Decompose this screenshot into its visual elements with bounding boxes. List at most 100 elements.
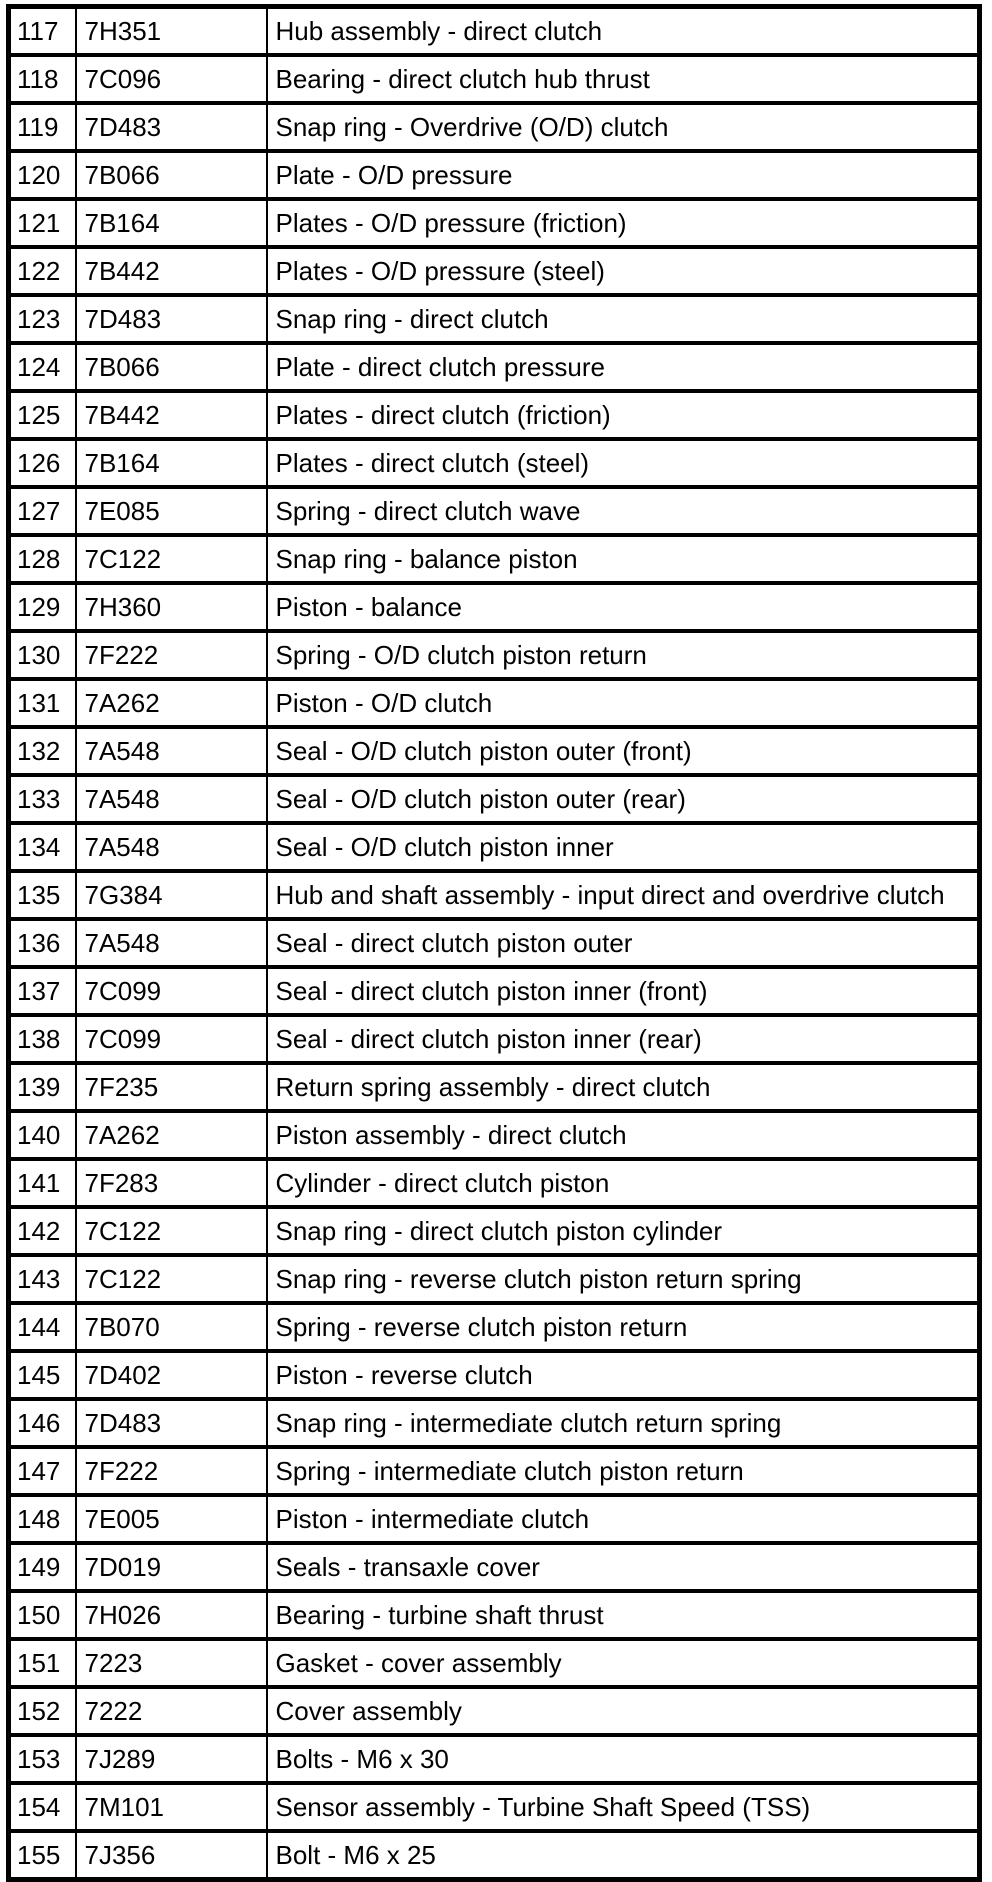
part-number-cell: 7D019 [74, 1541, 268, 1593]
item-number-cell: 149 [7, 1541, 77, 1593]
description-cell: Snap ring - reverse clutch piston return… [265, 1253, 981, 1305]
item-number-cell: 117 [7, 4, 77, 57]
table-row: 137 7C099 Seal - direct clutch piston inne… [7, 965, 981, 1017]
table-row: 133 7A548 Seal - O/D clutch piston outer (… [7, 773, 981, 825]
description-cell: Piston - O/D clutch [265, 677, 981, 729]
table-row: 138 7C099 Seal - direct clutch piston inne… [7, 1013, 981, 1065]
item-number-cell: 125 [7, 389, 77, 441]
item-number-cell: 134 [7, 821, 77, 873]
table-row: 152 7222 Cover assembly [7, 1685, 981, 1737]
table-row: 124 7B066 Plate - direct clutch pressure [7, 341, 981, 393]
description-cell: Plates - direct clutch (friction) [265, 389, 981, 441]
description-cell: Seal - O/D clutch piston outer (front) [265, 725, 981, 777]
table-row: 134 7A548 Seal - O/D clutch piston inner [7, 821, 981, 873]
item-number-cell: 133 [7, 773, 77, 825]
part-number-cell: 7A262 [74, 1109, 268, 1161]
item-number-cell: 127 [7, 485, 77, 537]
table-row: 148 7E005 Piston - intermediate clutch [7, 1493, 981, 1545]
item-number-cell: 141 [7, 1157, 77, 1209]
item-number-cell: 118 [7, 53, 77, 105]
table-row: 136 7A548 Seal - direct clutch piston oute… [7, 917, 981, 969]
part-number-cell: 7F222 [74, 1445, 268, 1497]
item-number-cell: 138 [7, 1013, 77, 1065]
part-number-cell: 7D402 [74, 1349, 268, 1401]
description-cell: Spring - direct clutch wave [265, 485, 981, 537]
item-number-cell: 121 [7, 197, 77, 249]
description-cell: Piston - balance [265, 581, 981, 633]
table-row: 120 7B066 Plate - O/D pressure [7, 149, 981, 201]
table-row: 130 7F222 Spring - O/D clutch piston retur… [7, 629, 981, 681]
item-number-cell: 145 [7, 1349, 77, 1401]
description-cell: Cover assembly [265, 1685, 981, 1737]
part-number-cell: 7A548 [74, 821, 268, 873]
item-number-cell: 137 [7, 965, 77, 1017]
table-row: 135 7G384 Hub and shaft assembly - input d… [7, 869, 981, 921]
table-row: 151 7223 Gasket - cover assembly [7, 1637, 981, 1689]
table-row: 129 7H360 Piston - balance [7, 581, 981, 633]
item-number-cell: 126 [7, 437, 77, 489]
table-row: 125 7B442 Plates - direct clutch (friction… [7, 389, 981, 441]
item-number-cell: 144 [7, 1301, 77, 1353]
item-number-cell: 147 [7, 1445, 77, 1497]
description-cell: Seal - O/D clutch piston inner [265, 821, 981, 873]
table-row: 143 7C122 Snap ring - reverse clutch pisto… [7, 1253, 981, 1305]
part-number-cell: 7F235 [74, 1061, 268, 1113]
description-cell: Seal - direct clutch piston outer [265, 917, 981, 969]
description-cell: Seal - O/D clutch piston outer (rear) [265, 773, 981, 825]
description-cell: Gasket - cover assembly [265, 1637, 981, 1689]
description-cell: Bolts - M6 x 30 [265, 1733, 981, 1785]
item-number-cell: 135 [7, 869, 77, 921]
part-number-cell: 7C099 [74, 965, 268, 1017]
part-number-cell: 7A548 [74, 917, 268, 969]
table-row: 122 7B442 Plates - O/D pressure (steel) [7, 245, 981, 297]
part-number-cell: 7C122 [74, 1205, 268, 1257]
item-number-cell: 136 [7, 917, 77, 969]
table-row: 121 7B164 Plates - O/D pressure (friction) [7, 197, 981, 249]
part-number-cell: 7D483 [74, 1397, 268, 1449]
part-number-cell: 7B164 [74, 197, 268, 249]
description-cell: Spring - reverse clutch piston return [265, 1301, 981, 1353]
description-cell: Hub and shaft assembly - input direct an… [265, 869, 981, 921]
item-number-cell: 142 [7, 1205, 77, 1257]
part-number-cell: 7H351 [74, 4, 268, 57]
table-row: 117 7H351 Hub assembly - direct clutch [7, 4, 981, 57]
part-number-cell: 7B066 [74, 149, 268, 201]
table-row: 132 7A548 Seal - O/D clutch piston outer (… [7, 725, 981, 777]
description-cell: Return spring assembly - direct clutch [265, 1061, 981, 1113]
part-number-cell: 7B442 [74, 389, 268, 441]
part-number-cell: 7D483 [74, 101, 268, 153]
description-cell: Bearing - direct clutch hub thrust [265, 53, 981, 105]
description-cell: Snap ring - direct clutch piston cylinde… [265, 1205, 981, 1257]
item-number-cell: 140 [7, 1109, 77, 1161]
item-number-cell: 130 [7, 629, 77, 681]
description-cell: Spring - intermediate clutch piston retu… [265, 1445, 981, 1497]
part-number-cell: 7C122 [74, 1253, 268, 1305]
table-row: 127 7E085 Spring - direct clutch wave [7, 485, 981, 537]
part-number-cell: 7H026 [74, 1589, 268, 1641]
table-row: 141 7F283 Cylinder - direct clutch piston [7, 1157, 981, 1209]
item-number-cell: 120 [7, 149, 77, 201]
item-number-cell: 153 [7, 1733, 77, 1785]
item-number-cell: 151 [7, 1637, 77, 1689]
description-cell: Bearing - turbine shaft thrust [265, 1589, 981, 1641]
description-cell: Snap ring - direct clutch [265, 293, 981, 345]
description-cell: Bolt - M6 x 25 [265, 1829, 981, 1882]
part-number-cell: 7B442 [74, 245, 268, 297]
table-row: 154 7M101 Sensor assembly - Turbine Shaft … [7, 1781, 981, 1833]
part-number-cell: 7E005 [74, 1493, 268, 1545]
item-number-cell: 154 [7, 1781, 77, 1833]
item-number-cell: 155 [7, 1829, 77, 1882]
table-row: 150 7H026 Bearing - turbine shaft thrust [7, 1589, 981, 1641]
description-cell: Plates - direct clutch (steel) [265, 437, 981, 489]
part-number-cell: 7B066 [74, 341, 268, 393]
part-number-cell: 7F222 [74, 629, 268, 681]
item-number-cell: 131 [7, 677, 77, 729]
part-number-cell: 7B164 [74, 437, 268, 489]
item-number-cell: 123 [7, 293, 77, 345]
part-number-cell: 7F283 [74, 1157, 268, 1209]
part-number-cell: 7D483 [74, 293, 268, 345]
table-row: 118 7C096 Bearing - direct clutch hub thru… [7, 53, 981, 105]
description-cell: Plate - O/D pressure [265, 149, 981, 201]
item-number-cell: 152 [7, 1685, 77, 1737]
table-row: 147 7F222 Spring - intermediate clutch pis… [7, 1445, 981, 1497]
